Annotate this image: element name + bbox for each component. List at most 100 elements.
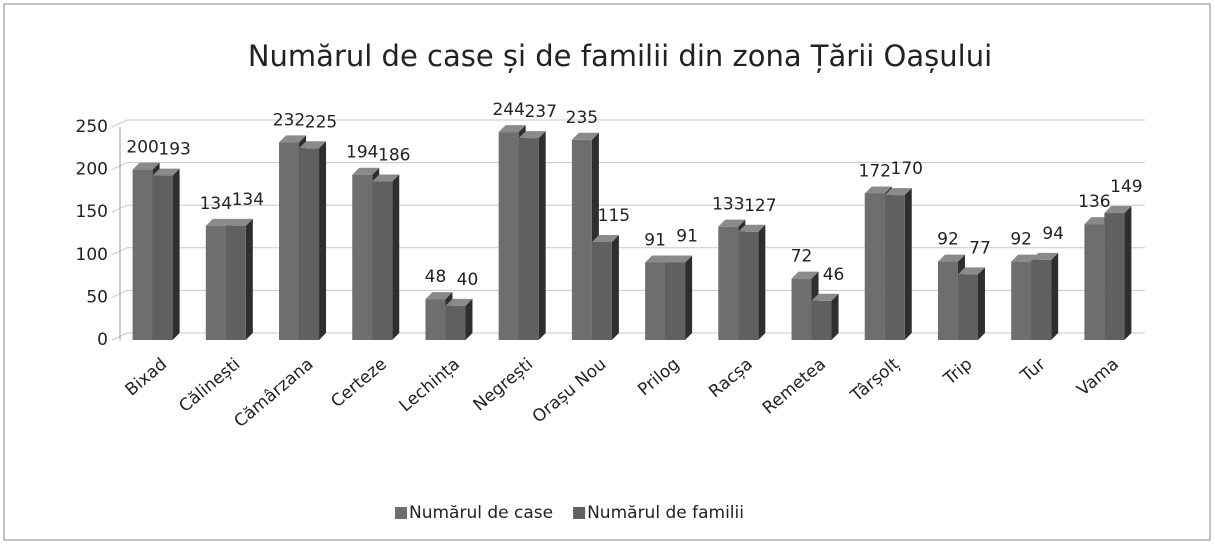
value-label: 48 — [425, 267, 447, 287]
chart-title: Numărul de case și de familii din zona Ț… — [248, 39, 992, 73]
bar — [225, 225, 246, 340]
bar-side — [685, 255, 693, 340]
value-label: 193 — [158, 140, 190, 160]
value-label: 200 — [126, 138, 158, 158]
bar-top — [132, 162, 160, 170]
bar — [791, 278, 812, 340]
bar — [205, 225, 226, 340]
bar-top — [425, 292, 453, 300]
grid-line — [111, 162, 1145, 171]
bar — [372, 181, 393, 340]
value-label: 91 — [644, 230, 666, 250]
bar-top — [352, 167, 380, 175]
bar — [957, 274, 978, 340]
bar-side — [245, 218, 253, 340]
bar — [498, 132, 519, 340]
bar-top — [811, 293, 839, 301]
value-label: 172 — [859, 161, 891, 181]
bar-side — [758, 224, 766, 340]
bar-side — [172, 168, 180, 340]
bar — [884, 195, 905, 340]
bar — [665, 262, 686, 340]
bar-top — [718, 219, 746, 227]
y-tick-label: 50 — [86, 287, 108, 307]
bar-top — [445, 298, 473, 306]
bar-top — [152, 168, 180, 176]
bar — [425, 299, 446, 340]
bar — [299, 148, 320, 340]
bar — [811, 300, 832, 340]
bar-side — [1051, 252, 1059, 340]
value-label: 92 — [1010, 230, 1032, 250]
value-label: 134 — [200, 194, 232, 214]
value-label: 194 — [346, 143, 378, 163]
bar-side — [611, 235, 619, 340]
bar-top — [791, 271, 819, 279]
bar — [571, 139, 592, 340]
y-tick-label: 250 — [76, 117, 108, 137]
bar — [1011, 261, 1032, 340]
value-label: 91 — [676, 226, 698, 246]
value-label: 133 — [712, 195, 744, 215]
bar-side — [465, 298, 473, 340]
value-label: 244 — [492, 100, 524, 120]
grid-line — [111, 119, 1145, 128]
value-label: 127 — [744, 196, 776, 216]
bar — [645, 262, 666, 340]
value-label: 115 — [598, 206, 630, 226]
value-label: 136 — [1078, 192, 1110, 212]
bar-side — [1124, 206, 1132, 340]
legend-swatch — [573, 507, 586, 519]
bar-side — [319, 141, 327, 340]
bar-side — [977, 267, 985, 340]
value-label: 149 — [1110, 177, 1142, 197]
bar-top — [498, 125, 526, 133]
value-label: 77 — [969, 238, 991, 258]
bar-top — [591, 235, 619, 243]
bar — [591, 242, 612, 340]
legend-label: Numărul de familii — [587, 503, 744, 523]
bar-top — [205, 218, 233, 226]
value-label: 170 — [891, 159, 923, 179]
bar — [718, 226, 739, 340]
bar-side — [904, 188, 912, 340]
bar — [445, 305, 466, 340]
legend-swatch — [395, 507, 407, 519]
grid-line — [111, 204, 1145, 213]
bar — [1084, 224, 1105, 340]
value-label: 237 — [524, 102, 556, 122]
bar-top — [279, 135, 307, 143]
bar — [152, 175, 173, 340]
bar-top — [1031, 252, 1059, 260]
value-label: 72 — [791, 247, 813, 267]
bar — [1031, 259, 1052, 340]
grid-line — [111, 247, 1145, 256]
value-label: 40 — [457, 270, 479, 290]
legend-label: Numărul de case — [409, 503, 553, 523]
bar — [864, 193, 885, 340]
bar-top — [645, 255, 673, 263]
bar — [518, 138, 539, 340]
value-label: 94 — [1042, 224, 1064, 244]
value-label: 225 — [305, 112, 337, 132]
value-label: 186 — [378, 146, 410, 166]
bar-side — [831, 293, 839, 340]
bar-top — [738, 224, 766, 232]
bar-top — [884, 188, 912, 196]
value-label: 92 — [937, 230, 959, 250]
bar — [937, 261, 958, 340]
y-tick-label: 100 — [76, 245, 108, 265]
value-label: 46 — [823, 265, 845, 285]
bar-top — [299, 141, 327, 149]
bar — [132, 169, 153, 340]
bar — [352, 174, 373, 340]
value-label: 134 — [232, 190, 264, 210]
value-label: 235 — [566, 108, 598, 128]
bar-top — [957, 267, 985, 275]
y-tick-label: 150 — [76, 202, 108, 222]
bar-side — [538, 131, 546, 340]
bar-top — [1104, 206, 1132, 214]
y-tick-label: 200 — [76, 160, 108, 180]
